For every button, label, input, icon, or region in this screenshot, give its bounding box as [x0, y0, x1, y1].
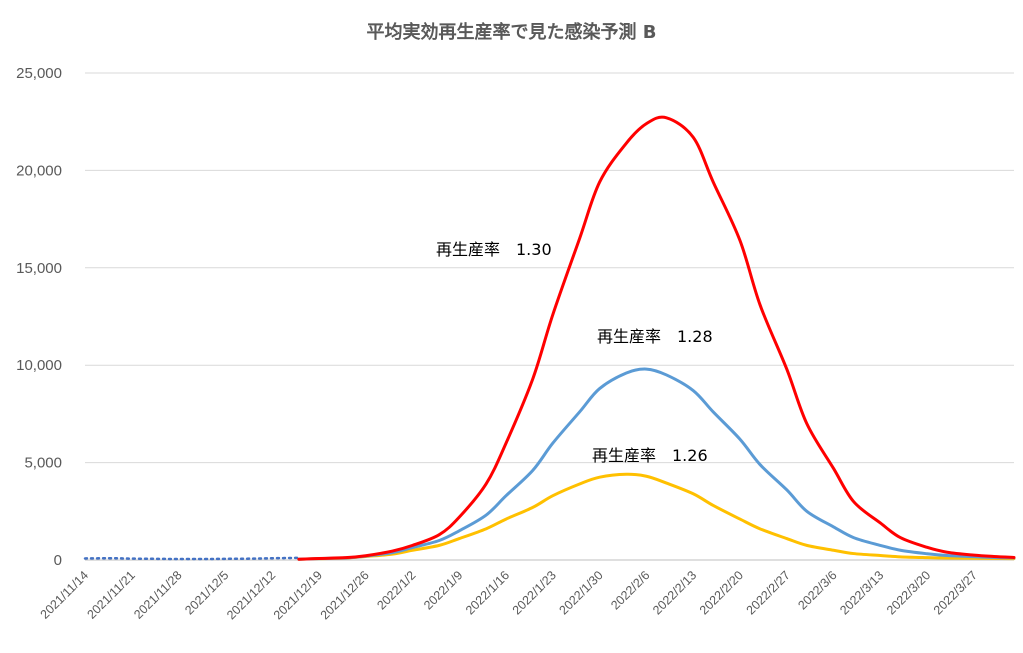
gridlines — [85, 72, 1014, 561]
x-tick-label: 2022/3/27 — [931, 568, 980, 617]
series-line-1-26 — [297, 472, 1016, 561]
x-tick-label: 2022/1/9 — [421, 568, 465, 612]
x-tick-label: 2022/1/2 — [374, 568, 418, 612]
series-line-1-28 — [297, 367, 1016, 561]
x-tick-label: 2022/1/16 — [463, 568, 512, 617]
x-tick-label: 2021/12/12 — [224, 568, 278, 622]
series-label-1-30: 再生産率 1.30 — [436, 240, 552, 259]
x-tick-label: 2021/11/21 — [84, 568, 138, 622]
x-tick-label: 2021/11/28 — [131, 568, 185, 622]
x-tick-label: 2021/11/14 — [38, 568, 92, 622]
x-tick-label: 2022/1/30 — [557, 568, 606, 617]
x-tick-label: 2021/12/26 — [318, 568, 372, 622]
x-axis-tick-labels: 2021/11/142021/11/212021/11/282021/12/52… — [38, 568, 980, 622]
y-tick-label: 25,000 — [16, 65, 62, 82]
x-tick-label: 2022/2/13 — [650, 568, 699, 617]
x-tick-label: 2021/12/5 — [182, 568, 231, 617]
chart-title: 平均実効再生産率で見た感染予測 B — [366, 22, 657, 43]
x-tick-label: 2022/2/6 — [608, 568, 652, 612]
x-tick-label: 2022/2/20 — [697, 568, 746, 617]
y-tick-label: 5,000 — [24, 455, 62, 472]
x-tick-label: 2022/1/23 — [510, 568, 559, 617]
series-label-1-28: 再生産率 1.28 — [597, 327, 713, 346]
series-line-1-30 — [297, 115, 1016, 561]
x-tick-label: 2022/3/6 — [795, 568, 839, 612]
series-label-1-26: 再生産率 1.26 — [592, 446, 708, 465]
series-line-observed — [83, 556, 301, 561]
x-tick-label: 2022/2/27 — [744, 568, 793, 617]
x-tick-label: 2021/12/19 — [271, 568, 325, 622]
series-lines — [83, 115, 1016, 561]
y-axis-tick-labels: 0 5,000 10,000 15,000 20,000 25,000 — [16, 65, 62, 569]
x-tick-label: 2022/3/13 — [837, 568, 886, 617]
x-tick-label: 2022/3/20 — [884, 568, 933, 617]
y-tick-label: 10,000 — [16, 357, 62, 374]
y-tick-label: 20,000 — [16, 162, 62, 179]
y-tick-label: 0 — [54, 552, 62, 569]
y-tick-label: 15,000 — [16, 260, 62, 277]
